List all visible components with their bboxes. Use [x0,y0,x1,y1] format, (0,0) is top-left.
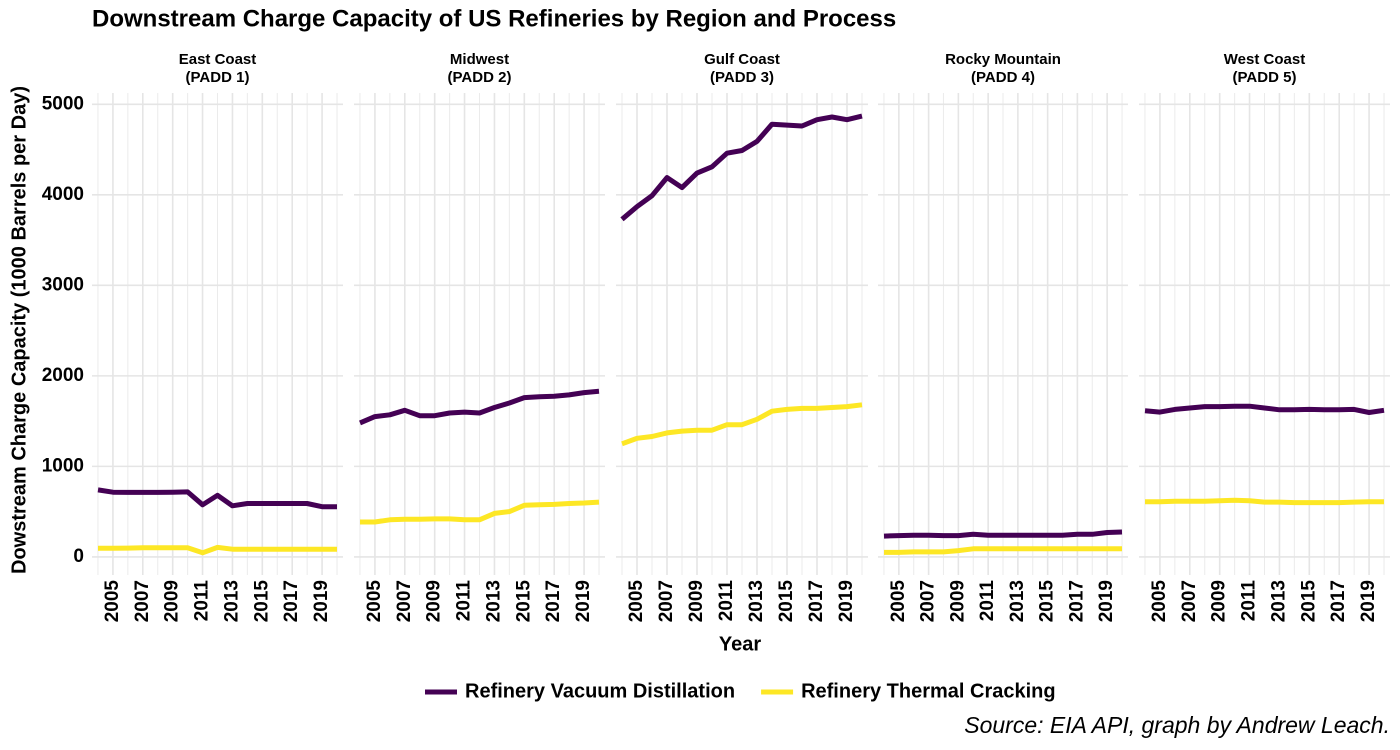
x-tick-label: 2009 [424,580,445,622]
x-tick-label: 2011 [1239,580,1260,622]
x-tick-label: 2009 [162,580,183,622]
x-tick-label: 2015 [776,580,797,623]
x-tick-label: 2011 [454,580,475,622]
x-tick-label: 2019 [1358,580,1379,622]
y-tick-label: 5000 [42,93,84,114]
x-tick-label: 2019 [311,580,332,622]
x-tick-label: 2009 [947,580,968,622]
x-tick-label: 2011 [192,580,213,622]
x-tick-label: 2013 [746,580,767,622]
source-note: Source: EIA API, graph by Andrew Leach. [964,712,1390,738]
y-tick-label: 4000 [42,184,84,205]
x-tick-label: 2015 [513,580,534,623]
facet-title: Midwest [450,51,509,68]
data-line [98,544,337,556]
x-tick-label: 2019 [1096,580,1117,622]
x-tick-label: 2005 [1149,580,1170,623]
facet-subtitle: (PADD 4) [971,69,1035,86]
y-tick-label: 2000 [42,365,84,386]
x-tick-label: 2005 [364,580,385,623]
y-axis-label: Dowstream Charge Capacity (1000 Barrels … [8,86,30,574]
legend-label: Refinery Thermal Cracking [801,680,1056,702]
legend-label: Refinery Vacuum Distillation [465,680,735,702]
data-line [883,529,1123,539]
facet-subtitle: (PADD 3) [710,69,774,86]
facet-title: Rocky Mountain [945,51,1061,68]
facet-subtitle: (PADD 2) [448,69,512,86]
data-line [621,402,863,447]
x-tick-label: 2007 [656,580,677,622]
facet-title: West Coast [1224,51,1305,68]
x-tick-label: 2009 [686,580,707,622]
x-tick-label: 2019 [573,580,594,622]
x-tick-label: 2005 [888,580,909,623]
x-tick-label: 2007 [132,580,153,622]
x-tick-label: 2017 [1328,580,1349,622]
x-tick-label: 2011 [716,580,737,622]
x-tick-label: 2013 [483,580,504,622]
data-line [620,113,863,222]
x-tick-label: 2019 [836,580,857,622]
data-line [360,499,600,525]
y-tick-label: 1000 [42,455,84,476]
chart-title: Downstream Charge Capacity of US Refiner… [92,5,896,32]
facet-title: Gulf Coast [704,51,780,68]
x-tick-label: 2017 [281,580,302,622]
x-tick-label: 2015 [1298,580,1319,623]
x-tick-label: 2007 [1179,580,1200,622]
facet-title: East Coast [179,51,257,68]
facet-subtitle: (PADD 1) [186,69,250,86]
y-tick-label: 3000 [42,274,84,295]
data-line [97,487,337,510]
data-line [884,546,1122,555]
x-tick-label: 2017 [806,580,827,622]
x-tick-label: 2005 [102,580,123,623]
data-line [1144,403,1385,415]
x-tick-label: 2017 [543,580,564,622]
y-tick-label: 0 [73,546,84,567]
x-tick-label: 2011 [977,580,998,622]
x-axis-label: Year [719,633,761,655]
x-tick-label: 2007 [394,580,415,622]
x-tick-label: 2013 [1007,580,1028,622]
x-tick-label: 2015 [1037,580,1058,623]
x-tick-label: 2015 [251,580,272,623]
x-tick-label: 2007 [918,580,939,622]
facet-subtitle: (PADD 5) [1233,69,1297,86]
x-tick-label: 2017 [1066,580,1087,622]
data-line [1145,497,1384,506]
data-line [359,388,600,426]
x-tick-label: 2013 [1268,580,1289,622]
x-tick-label: 2009 [1209,580,1230,622]
x-tick-label: 2013 [221,580,242,622]
x-tick-label: 2005 [626,580,647,623]
